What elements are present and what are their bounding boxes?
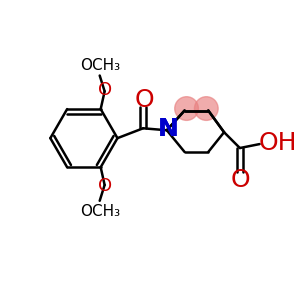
Circle shape	[194, 97, 218, 120]
Text: N: N	[158, 117, 178, 141]
Text: N: N	[158, 117, 178, 141]
Text: OCH₃: OCH₃	[80, 204, 120, 219]
Circle shape	[175, 97, 198, 120]
Text: O: O	[134, 88, 154, 112]
Text: OCH₃: OCH₃	[80, 58, 120, 73]
Text: O: O	[98, 177, 112, 195]
Text: O: O	[231, 168, 251, 192]
Text: O: O	[98, 81, 112, 99]
Text: OH: OH	[258, 131, 297, 155]
